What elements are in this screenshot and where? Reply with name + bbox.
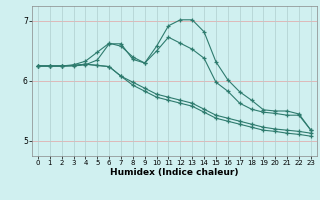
X-axis label: Humidex (Indice chaleur): Humidex (Indice chaleur) — [110, 168, 239, 177]
